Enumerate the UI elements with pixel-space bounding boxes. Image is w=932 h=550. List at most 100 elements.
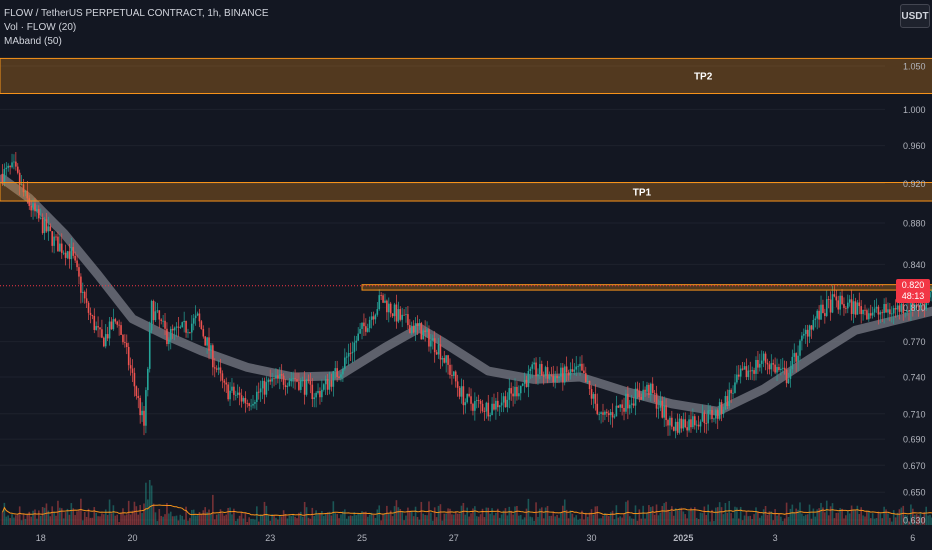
candle-body xyxy=(114,319,117,322)
candle-body xyxy=(378,295,381,310)
volume-bar xyxy=(529,516,532,525)
candle-body xyxy=(808,325,811,337)
maband-indicator-label[interactable]: MAband (50) xyxy=(4,36,62,47)
price-tick-label: 0.650 xyxy=(903,488,926,498)
candle-body xyxy=(160,319,163,321)
volume-bar xyxy=(663,503,665,525)
candle-body xyxy=(837,300,840,310)
candle-body xyxy=(290,378,293,382)
currency-button[interactable]: USDT xyxy=(900,4,930,28)
candle-body xyxy=(839,295,841,310)
volume-bar xyxy=(280,516,283,525)
candle-body xyxy=(883,304,885,314)
volume-bar xyxy=(20,520,23,525)
candle-body xyxy=(405,314,407,315)
candle-body xyxy=(315,392,317,398)
symbol-title[interactable]: FLOW / TetherUS PERPETUAL CONTRACT, 1h, … xyxy=(4,8,269,19)
candle-body xyxy=(420,322,423,340)
candle-body xyxy=(80,276,82,293)
candle-body xyxy=(584,373,587,383)
volume-bar xyxy=(72,508,75,525)
volume-bar xyxy=(567,518,570,525)
chart-grid xyxy=(0,65,885,521)
volume-bar xyxy=(303,501,306,525)
volume-bar xyxy=(747,516,750,525)
candle-body xyxy=(885,304,887,313)
volume-bar xyxy=(395,500,398,525)
volume-bar xyxy=(674,508,677,525)
candle-body xyxy=(588,380,591,390)
candle-body xyxy=(693,416,696,426)
candle-body xyxy=(431,338,434,341)
candle-body xyxy=(841,295,843,305)
candle-body xyxy=(759,363,761,368)
volume-bar xyxy=(892,510,895,525)
candle-body xyxy=(715,410,717,419)
volume-bar xyxy=(678,508,681,525)
candle-body xyxy=(477,400,480,402)
candle-body xyxy=(284,384,287,388)
candle-body xyxy=(252,403,254,406)
candle-body xyxy=(143,410,145,426)
volume-bar xyxy=(338,518,340,525)
volume-indicator-label[interactable]: Vol · FLOW (20) xyxy=(4,22,77,33)
volume-bar xyxy=(208,509,210,525)
volume-bar xyxy=(223,515,226,525)
volume-bar xyxy=(699,512,702,525)
candle-body xyxy=(552,375,555,383)
candle-body xyxy=(108,321,111,339)
volume-bar xyxy=(380,520,382,525)
candle-body xyxy=(424,330,426,332)
candle-body xyxy=(83,291,86,299)
volume-bar xyxy=(248,517,250,525)
candle-body xyxy=(387,303,390,313)
candle-body xyxy=(544,367,547,377)
volume-bar xyxy=(512,514,514,525)
volume-bar xyxy=(430,512,432,525)
candle-body xyxy=(613,416,616,418)
volume-bar xyxy=(929,514,931,525)
volume-bar xyxy=(433,507,436,525)
volume-bar xyxy=(261,514,264,525)
volume-bar xyxy=(175,515,178,525)
candle-body xyxy=(162,320,164,322)
candle-body xyxy=(498,405,501,408)
volume-bar xyxy=(508,506,511,525)
candle-body xyxy=(298,381,300,390)
volume-bar xyxy=(24,518,27,525)
candle-body xyxy=(594,394,597,404)
candle-body xyxy=(141,410,143,416)
candle-body xyxy=(795,353,797,362)
candle-body xyxy=(148,330,151,369)
volume-bar xyxy=(732,518,734,525)
candle-body xyxy=(5,167,8,169)
candle-body xyxy=(592,394,595,399)
volume-bar xyxy=(97,516,99,525)
volume-bar xyxy=(87,508,90,525)
candle-body xyxy=(822,304,824,314)
volume-bar xyxy=(64,512,67,525)
volume-bar xyxy=(705,515,708,525)
candle-body xyxy=(187,332,189,334)
candle-body xyxy=(202,328,205,337)
candle-body xyxy=(127,346,130,366)
candle-body xyxy=(321,389,323,398)
candle-body xyxy=(533,362,535,365)
candle-body xyxy=(365,326,367,332)
candle-body xyxy=(169,328,172,340)
candle-body xyxy=(282,375,285,385)
candle-body xyxy=(806,329,809,337)
volume-bar xyxy=(11,514,13,525)
candle-body xyxy=(856,302,859,315)
volume-bar xyxy=(53,511,55,525)
volume-bar xyxy=(611,510,614,525)
candle-body xyxy=(219,367,222,374)
candle-body xyxy=(493,403,495,410)
volume-bar xyxy=(212,494,214,525)
candle-body xyxy=(854,301,857,315)
volume-bar xyxy=(745,511,748,525)
volume-bar xyxy=(382,513,384,525)
candle-body xyxy=(692,416,694,428)
target-zone xyxy=(361,284,932,291)
